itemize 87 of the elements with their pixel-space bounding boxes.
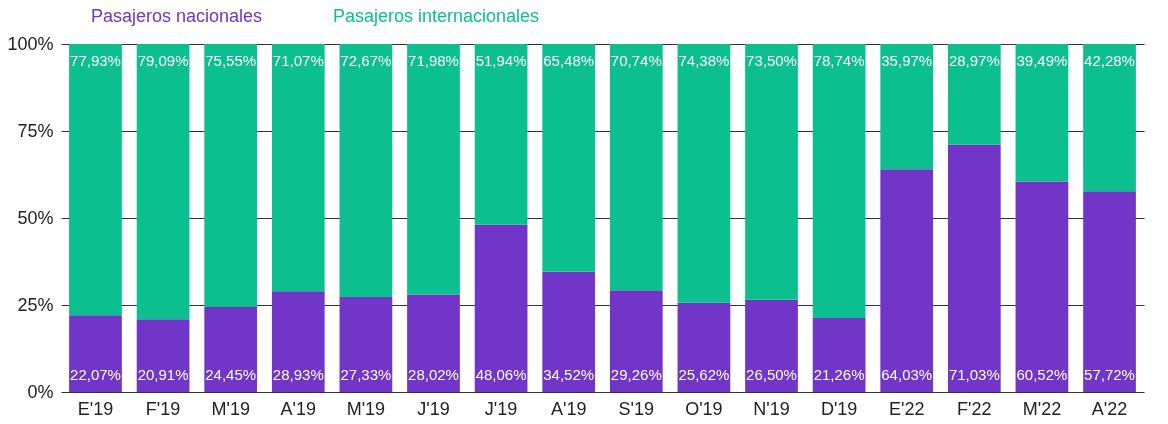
- bar: [204, 306, 258, 392]
- y-tick-label: 0%: [27, 381, 54, 402]
- data-label: 29,26%: [610, 366, 662, 383]
- text: Pasajeros nacionales: [91, 6, 263, 26]
- data-label: 70,74%: [610, 52, 662, 69]
- bar: [407, 44, 460, 295]
- data-label: 65,48%: [543, 52, 595, 69]
- y-tick-label: 100%: [7, 33, 54, 54]
- data-label: 27,33%: [340, 366, 392, 383]
- x-tick-label: J'19: [417, 398, 450, 419]
- x-tick-label: A'19: [550, 398, 587, 419]
- data-label: 25,62%: [678, 366, 730, 383]
- bar: [1083, 191, 1136, 392]
- bar: [745, 299, 798, 392]
- bar: [677, 302, 731, 392]
- x-tick-label: M'19: [346, 398, 386, 419]
- data-label: 57,72%: [1084, 366, 1135, 383]
- data-label: 71,03%: [948, 366, 1000, 383]
- bar: [1083, 44, 1136, 192]
- data-label: 28,02%: [408, 366, 459, 383]
- bar: [136, 44, 190, 320]
- data-label: 75,55%: [205, 52, 257, 69]
- data-label: 79,09%: [137, 52, 189, 69]
- data-label: 34,52%: [543, 366, 595, 383]
- bar: [745, 44, 798, 300]
- data-label: 73,50%: [746, 52, 797, 69]
- bar: [947, 44, 1001, 145]
- x-tick-label: A'19: [280, 398, 317, 419]
- data-label: 51,94%: [475, 52, 527, 69]
- series-label: Pasajeros internacionales: [333, 6, 540, 26]
- data-label: 77,93%: [70, 52, 121, 69]
- data-label: 74,38%: [678, 52, 730, 69]
- bar: [271, 291, 325, 392]
- bar: [204, 44, 258, 307]
- bar: [609, 44, 663, 291]
- bar: [474, 44, 528, 225]
- data-label: 21,26%: [813, 366, 865, 383]
- data-label: 22,07%: [70, 366, 121, 383]
- y-tick-label: 50%: [17, 207, 54, 228]
- x-tick-label: D'19: [820, 398, 858, 419]
- data-label: 28,93%: [272, 366, 324, 383]
- data-label: 42,28%: [1084, 52, 1135, 69]
- data-label: 71,98%: [408, 52, 459, 69]
- data-label: 24,45%: [205, 366, 257, 383]
- data-label: 20,91%: [137, 366, 189, 383]
- bar: [812, 318, 866, 392]
- x-tick-label: J'19: [484, 398, 518, 419]
- data-label: 28,97%: [948, 52, 1000, 69]
- data-label: 35,97%: [881, 52, 933, 69]
- data-label: 60,52%: [1016, 366, 1068, 383]
- data-label: 26,50%: [746, 366, 797, 383]
- x-tick-label: N'19: [753, 398, 790, 419]
- bar: [542, 44, 596, 272]
- bar: [339, 296, 393, 392]
- bar: [271, 44, 325, 292]
- data-label: 64,03%: [881, 366, 933, 383]
- data-label: 78,74%: [813, 52, 865, 69]
- bar: [69, 315, 122, 392]
- bar: [69, 44, 122, 316]
- x-tick-label: M'19: [211, 398, 250, 419]
- y-tick-label: 75%: [17, 120, 54, 141]
- x-tick-label: A'22: [1091, 398, 1128, 419]
- x-tick-label: M'22: [1022, 398, 1062, 419]
- bar: [542, 271, 596, 392]
- bar: [609, 290, 663, 392]
- data-label: 71,07%: [272, 52, 324, 69]
- bar: [474, 224, 528, 392]
- bar: [812, 44, 866, 319]
- x-tick-label: E'22: [888, 398, 925, 419]
- data-label: 48,06%: [475, 366, 527, 383]
- x-tick-label: E'19: [77, 398, 114, 419]
- bar: [1015, 181, 1069, 392]
- bar: [407, 294, 460, 392]
- bar: [1015, 43, 1069, 182]
- bar: [339, 44, 393, 297]
- data-label: 72,67%: [340, 52, 392, 69]
- bar: [677, 44, 731, 303]
- x-tick-label: F'19: [145, 398, 181, 419]
- x-tick-label: S'19: [618, 398, 655, 419]
- data-label: 39,49%: [1016, 51, 1068, 69]
- x-tick-label: F'22: [957, 398, 992, 419]
- bar: [136, 319, 190, 392]
- bar: [947, 144, 1001, 392]
- bar: [880, 44, 934, 170]
- y-tick-label: 25%: [17, 294, 54, 315]
- bar: [880, 169, 934, 392]
- x-tick-label: O'19: [685, 398, 723, 419]
